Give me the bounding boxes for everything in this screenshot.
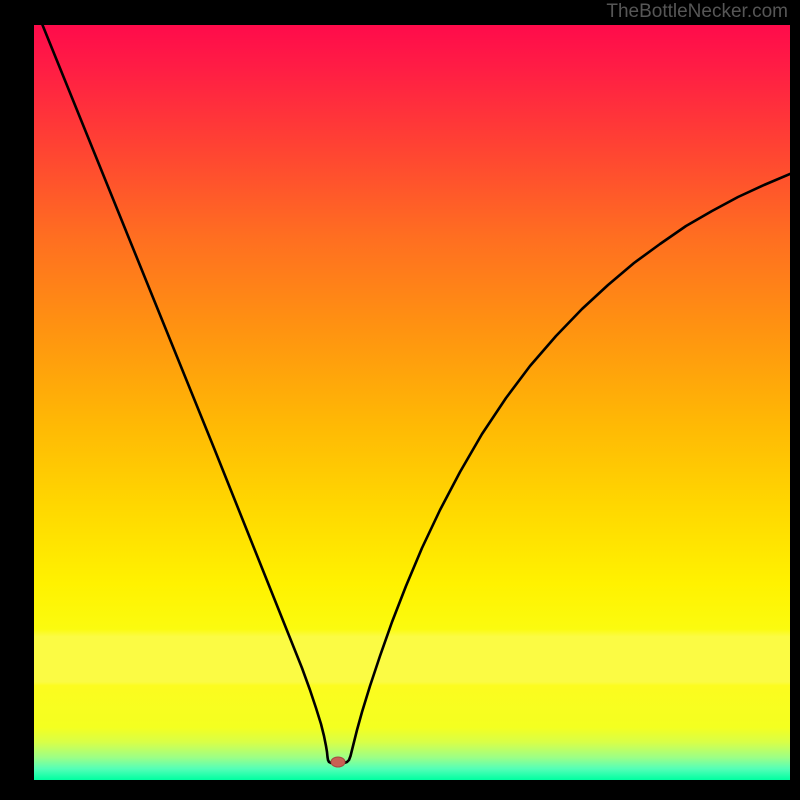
- frame-border-bottom: [0, 780, 800, 800]
- plot-area: [34, 25, 790, 780]
- attribution-text: TheBottleNecker.com: [606, 1, 788, 23]
- frame-border-right: [790, 0, 800, 800]
- bottleneck-curve: [34, 25, 790, 763]
- chart-frame: TheBottleNecker.com: [0, 0, 800, 800]
- curve-layer: [34, 25, 790, 780]
- optimal-point-marker: [331, 757, 345, 767]
- frame-border-left: [0, 0, 34, 800]
